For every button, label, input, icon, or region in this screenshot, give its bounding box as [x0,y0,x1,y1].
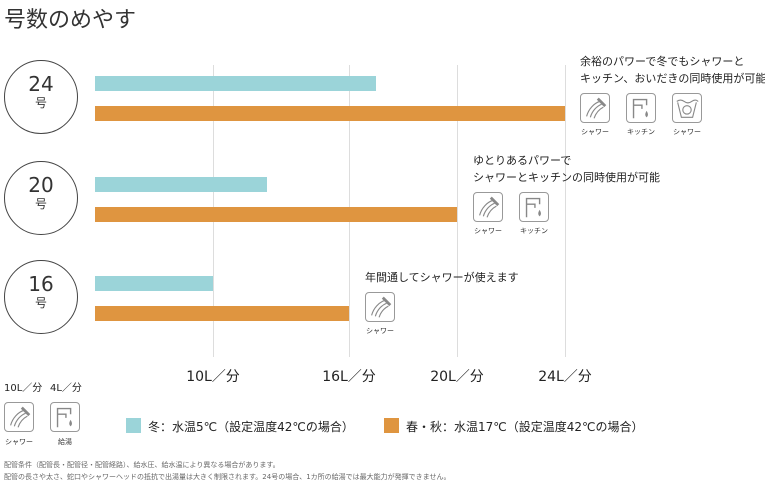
legend-spring-autumn: 春・秋：水温17℃（設定温度42℃の場合） [406,420,644,434]
icon-label: シャワー [474,227,502,235]
icon-label: シャワー [5,438,33,446]
category-number: 16 [28,272,54,296]
icon-label: シャワー [673,128,701,136]
footnote: 配管条件（配管長・配管径・配管経路）、給水圧、給水温により異なる場合があります。 [4,461,280,469]
kitchen-faucet-icon [519,192,549,222]
kitchen-faucet-icon [626,93,656,123]
category-badge: 24 号 [4,60,78,134]
annotation-text: ゆとりあるパワーで [473,154,572,167]
category-badge: 20 号 [4,161,78,235]
footnote: 配管の長さや太さ、蛇口やシャワーヘッドの抵抗で出湯量は大きく制限されます。24号… [4,473,451,481]
annotation-text: 余裕のパワーで冬でもシャワーと [580,55,745,68]
shower-icon [473,192,503,222]
legend-swatch-spring-autumn [384,418,399,433]
shower-icon [365,292,395,322]
gridline [565,65,566,357]
category-unit: 号 [34,197,47,211]
usage-flow: 4L／分 [50,383,82,394]
icon-label: キッチン [520,227,548,235]
bar-winter [95,177,268,192]
bar-winter [95,76,376,91]
shower-icon [4,402,34,432]
legend-winter: 冬：水温5℃（設定温度42℃の場合） [148,420,354,434]
x-tick-label: 16L／分 [322,369,376,385]
legend-swatch-winter [126,418,141,433]
annotation-text: 年間通してシャワーが使えます [365,271,519,284]
category-unit: 号 [34,296,47,310]
x-tick-label: 20L／分 [430,369,484,385]
icon-label: シャワー [581,128,609,136]
icon-label: シャワー [366,327,394,335]
category-number: 24 [28,72,54,96]
icon-label: 給湯 [58,438,72,446]
category-number: 20 [28,173,54,197]
annotation-text: シャワーとキッチンの同時使用が可能 [473,171,660,184]
bar-winter [95,276,213,291]
annotation-text: キッチン、おいだきの同時使用が可能 [580,72,765,85]
gridline [457,65,458,357]
shower-icon [580,93,610,123]
category-badge: 16 号 [4,260,78,334]
bar-spring-autumn [95,106,565,121]
icon-label: キッチン [627,128,655,136]
x-tick-label: 10L／分 [186,369,240,385]
x-tick-label: 24L／分 [538,369,592,385]
page-title: 号数のめやす [4,8,137,33]
bar-spring-autumn [95,207,457,222]
category-unit: 号 [34,96,47,110]
kitchen-faucet-icon [50,402,80,432]
bath-reheat-icon [672,93,702,123]
usage-flow: 10L／分 [4,383,43,394]
bar-spring-autumn [95,306,349,321]
